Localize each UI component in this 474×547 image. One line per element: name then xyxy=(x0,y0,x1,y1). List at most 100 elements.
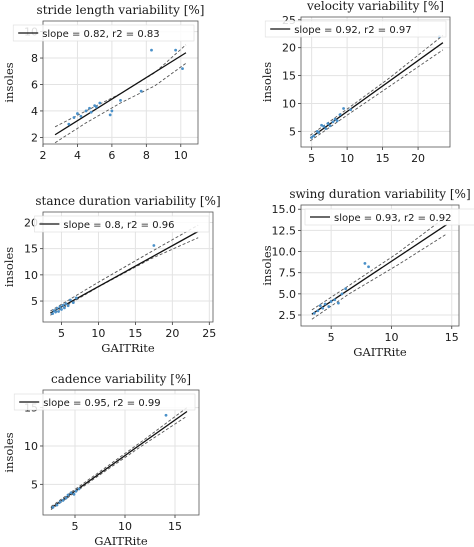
y-tick-label: 5 xyxy=(31,478,38,491)
data-point xyxy=(51,505,55,509)
plot-border xyxy=(42,211,214,323)
x-tick-label: 15 xyxy=(376,152,390,165)
y-tick-label: 10.0 xyxy=(272,246,297,259)
data-point xyxy=(84,109,88,113)
legend-box xyxy=(304,208,474,226)
ci-upper-line xyxy=(54,44,187,128)
data-point xyxy=(333,117,337,121)
data-point xyxy=(94,105,98,109)
y-axis-label: insoles xyxy=(2,62,16,102)
data-point xyxy=(328,124,332,128)
x-tick-label: 10 xyxy=(174,149,188,162)
data-point xyxy=(71,301,75,305)
x-tick-label: 5 xyxy=(308,152,315,165)
y-tick-label: 5 xyxy=(289,125,296,138)
x-tick-label: 25 xyxy=(202,327,216,340)
y-axis-label: insoles xyxy=(260,62,274,102)
data-point xyxy=(64,302,68,306)
x-tick-label: 10 xyxy=(91,327,105,340)
ci-upper-line xyxy=(50,224,199,312)
data-point xyxy=(323,302,327,306)
y-tick-label: 15 xyxy=(24,243,38,256)
data-point xyxy=(181,67,184,71)
chart-title: cadence variability [%] xyxy=(51,372,191,386)
x-tick-label: 20 xyxy=(165,327,179,340)
ci-upper-line xyxy=(311,215,448,311)
x-tick-label: 5 xyxy=(328,331,335,344)
data-point xyxy=(76,112,79,115)
data-point xyxy=(310,136,314,139)
data-point xyxy=(338,113,342,117)
data-point xyxy=(139,89,143,93)
x-tick-label: 15 xyxy=(128,327,142,340)
data-point xyxy=(336,301,340,305)
ci-lower-line xyxy=(311,233,448,320)
data-point xyxy=(367,265,370,269)
data-point xyxy=(344,287,348,291)
data-point xyxy=(63,306,66,310)
y-axis-label: insoles xyxy=(2,247,16,287)
legend-box xyxy=(13,393,196,411)
data-point xyxy=(60,308,63,311)
legend-label: slope = 0.8, r2 = 0.96 xyxy=(63,220,174,231)
legend-box xyxy=(264,20,447,38)
chart-panel-4: 5 10 15 2.5 5.0 7.5 10.0 12.5 15.0 slope = 0.93, … xyxy=(260,187,474,359)
data-point xyxy=(69,491,73,495)
data-point xyxy=(316,309,320,313)
data-point xyxy=(66,493,70,497)
y-axis-label: insoles xyxy=(260,245,274,285)
y-tick-label: 15.0 xyxy=(272,203,297,216)
regression-line xyxy=(50,230,199,314)
data-point xyxy=(79,114,83,118)
data-point xyxy=(174,48,178,52)
x-tick-label: 5 xyxy=(72,520,79,533)
x-tick-label: 10 xyxy=(384,331,398,344)
data-point xyxy=(340,292,344,296)
x-tick-label: 4 xyxy=(74,149,81,162)
y-tick-label: 10 xyxy=(282,97,296,110)
y-tick-label: 10 xyxy=(24,269,38,282)
y-tick-label: 8 xyxy=(31,52,38,65)
ci-lower-line xyxy=(50,237,199,316)
data-point xyxy=(331,120,335,124)
x-tick-label: 10 xyxy=(340,152,354,165)
y-tick-label: 2 xyxy=(31,131,38,144)
data-point xyxy=(324,127,328,130)
chart-title: velocity variability [%] xyxy=(306,0,444,13)
data-point xyxy=(74,296,78,300)
ci-lower-line xyxy=(54,62,187,144)
legend-box xyxy=(34,215,210,233)
y-tick-label: 6 xyxy=(31,78,38,91)
plot-border xyxy=(300,16,451,148)
data-point xyxy=(150,48,153,52)
data-point xyxy=(321,306,325,310)
data-point xyxy=(54,310,57,314)
y-tick-label: 15 xyxy=(282,70,296,83)
legend-label: slope = 0.93, r2 = 0.92 xyxy=(334,213,451,224)
ci-lower-line xyxy=(309,49,444,142)
regression-line xyxy=(50,410,188,509)
data-point xyxy=(110,109,114,113)
data-point xyxy=(55,306,59,310)
data-point xyxy=(89,110,93,114)
data-point xyxy=(318,304,322,308)
data-point xyxy=(64,496,68,500)
data-point xyxy=(61,499,65,502)
x-tick-label: 15 xyxy=(445,331,459,344)
data-point xyxy=(363,261,367,265)
y-axis-label: insoles xyxy=(2,432,16,472)
y-tick-label: 2.5 xyxy=(279,309,297,322)
data-point xyxy=(98,101,102,105)
data-point xyxy=(58,500,62,504)
data-point xyxy=(164,413,168,417)
data-point xyxy=(72,492,76,496)
ci-upper-line xyxy=(309,35,444,136)
data-point xyxy=(68,298,72,302)
y-tick-label: 5 xyxy=(31,295,38,308)
y-tick-label: 20 xyxy=(282,42,296,55)
data-point xyxy=(326,122,330,125)
ci-upper-line xyxy=(50,407,188,507)
x-axis-label: GAITRite xyxy=(353,345,407,359)
data-point xyxy=(119,98,122,102)
data-point xyxy=(322,124,326,128)
